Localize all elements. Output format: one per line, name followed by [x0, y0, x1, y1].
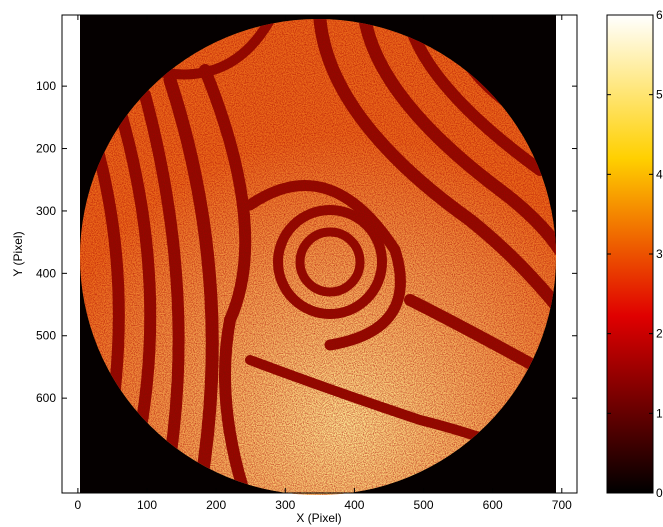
colorbar-tick-label: 5 — [656, 88, 663, 102]
y-tick-label: 400 — [36, 266, 56, 280]
x-tick-label: 100 — [137, 498, 157, 512]
x-tick-label: 500 — [414, 498, 434, 512]
x-tick-label: 200 — [206, 498, 226, 512]
colorbar-tick-label: 2 — [656, 327, 663, 341]
colorbar-tick-label: 0 — [656, 486, 663, 500]
colorbar-tick-label: 6 — [656, 8, 663, 22]
y-tick-label: 200 — [36, 142, 56, 156]
x-tick-label: 600 — [483, 498, 503, 512]
x-tick-label: 700 — [552, 498, 572, 512]
y-axis-label: Y (Pixel) — [11, 231, 25, 276]
x-tick-label: 0 — [75, 498, 82, 512]
x-tick-label: 300 — [275, 498, 295, 512]
x-tick-label: 400 — [344, 498, 364, 512]
axes-box — [61, 14, 578, 494]
y-tick-label: 300 — [36, 204, 56, 218]
y-tick-label: 100 — [36, 79, 56, 93]
colorbar-tick-label: 4 — [656, 167, 663, 181]
colorbar-tick-label: 1 — [656, 406, 663, 420]
colorbar — [606, 14, 654, 494]
y-tick-label: 600 — [36, 391, 56, 405]
image — [62, 15, 577, 495]
x-axis-label: X (Pixel) — [296, 511, 341, 525]
y-tick-label: 500 — [36, 329, 56, 343]
colorbar-tick-label: 3 — [656, 247, 663, 261]
